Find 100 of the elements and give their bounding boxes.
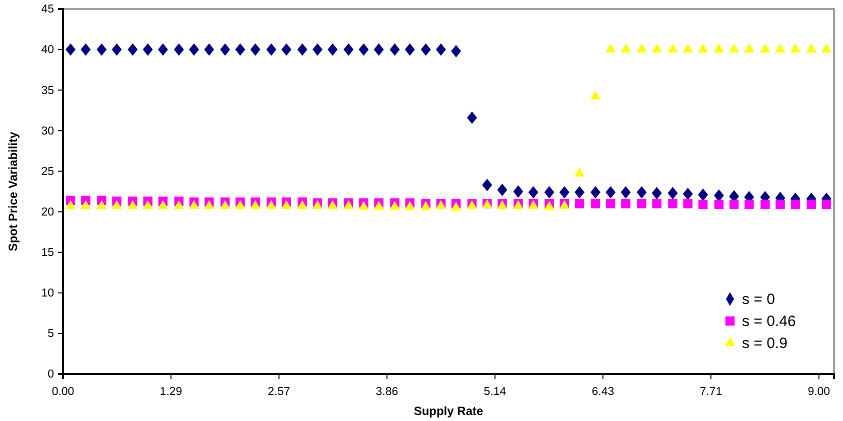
legend-label: s = 0.46 — [742, 313, 796, 330]
point — [112, 43, 122, 56]
point — [775, 44, 786, 52]
point — [729, 200, 739, 210]
point — [606, 44, 616, 52]
point — [790, 200, 800, 210]
point — [682, 188, 693, 200]
y-tick-label: 25 — [41, 166, 54, 178]
y-tick-label: 45 — [41, 4, 54, 16]
point — [436, 43, 446, 56]
point — [174, 200, 184, 210]
point — [482, 178, 492, 192]
point — [404, 201, 415, 210]
point — [698, 44, 708, 52]
point — [297, 200, 308, 210]
y-tick-label: 35 — [41, 84, 54, 97]
point — [96, 43, 107, 56]
x-tick-label: 0.00 — [52, 386, 74, 398]
point — [698, 200, 708, 210]
point — [80, 43, 91, 56]
point — [312, 43, 322, 56]
point — [744, 44, 754, 52]
legend-label: s = 0 — [742, 291, 775, 308]
point — [344, 43, 354, 56]
point — [776, 200, 785, 210]
point — [728, 44, 740, 52]
point — [390, 43, 400, 56]
point — [652, 44, 662, 52]
point — [281, 43, 292, 56]
point — [266, 43, 276, 56]
point — [497, 184, 508, 196]
point — [559, 186, 570, 199]
point — [390, 201, 400, 210]
point — [620, 44, 631, 52]
point — [683, 199, 692, 208]
x-axis-title: Supply Rate — [414, 404, 484, 418]
point — [714, 200, 724, 210]
point — [590, 186, 600, 199]
y-tick-label: 10 — [41, 288, 54, 300]
point — [637, 199, 646, 208]
x-tick-label: 2.57 — [268, 386, 290, 398]
point — [760, 44, 770, 52]
point — [188, 200, 200, 210]
point — [204, 43, 214, 56]
point — [358, 201, 369, 210]
point — [142, 200, 153, 210]
y-tick-label: 0 — [48, 368, 54, 381]
point — [420, 43, 431, 56]
point — [220, 200, 230, 210]
point — [822, 200, 832, 210]
point — [544, 186, 554, 199]
point — [250, 43, 260, 56]
x-tick-label: 3.86 — [376, 386, 398, 398]
point — [668, 199, 678, 208]
point — [821, 44, 832, 52]
point — [297, 43, 308, 56]
point — [281, 200, 292, 210]
point — [404, 43, 415, 56]
point — [112, 200, 122, 210]
point — [374, 201, 384, 210]
point — [174, 43, 184, 56]
point — [606, 186, 616, 199]
point — [250, 200, 260, 210]
point — [204, 200, 214, 210]
y-tick-label: 40 — [41, 44, 54, 56]
y-axis-title: Spot Price Variability — [6, 131, 20, 252]
point — [636, 186, 647, 199]
point — [668, 44, 678, 52]
point — [451, 44, 462, 58]
point — [806, 200, 816, 210]
point — [328, 43, 338, 56]
point — [574, 168, 585, 177]
x-tick-label: 6.43 — [592, 386, 614, 398]
point — [714, 44, 724, 52]
point — [158, 43, 168, 56]
point — [574, 186, 584, 199]
point — [266, 200, 276, 210]
point — [235, 200, 246, 210]
point — [66, 43, 76, 56]
y-tick-label: 20 — [41, 206, 54, 218]
y-tick-label: 5 — [48, 328, 54, 340]
point — [189, 43, 199, 56]
point — [142, 43, 153, 56]
point — [620, 186, 631, 199]
x-tick-label: 1.29 — [160, 386, 182, 398]
point — [606, 199, 616, 208]
point — [744, 200, 754, 210]
point — [467, 111, 477, 124]
point — [590, 90, 601, 100]
point — [682, 44, 693, 52]
point — [65, 200, 76, 210]
point — [96, 200, 107, 210]
point — [80, 200, 91, 210]
point — [621, 199, 630, 208]
point — [220, 43, 230, 56]
point — [528, 186, 538, 199]
y-tick-label: 30 — [41, 125, 54, 138]
point — [128, 43, 138, 56]
point — [235, 43, 246, 56]
point — [760, 200, 770, 210]
